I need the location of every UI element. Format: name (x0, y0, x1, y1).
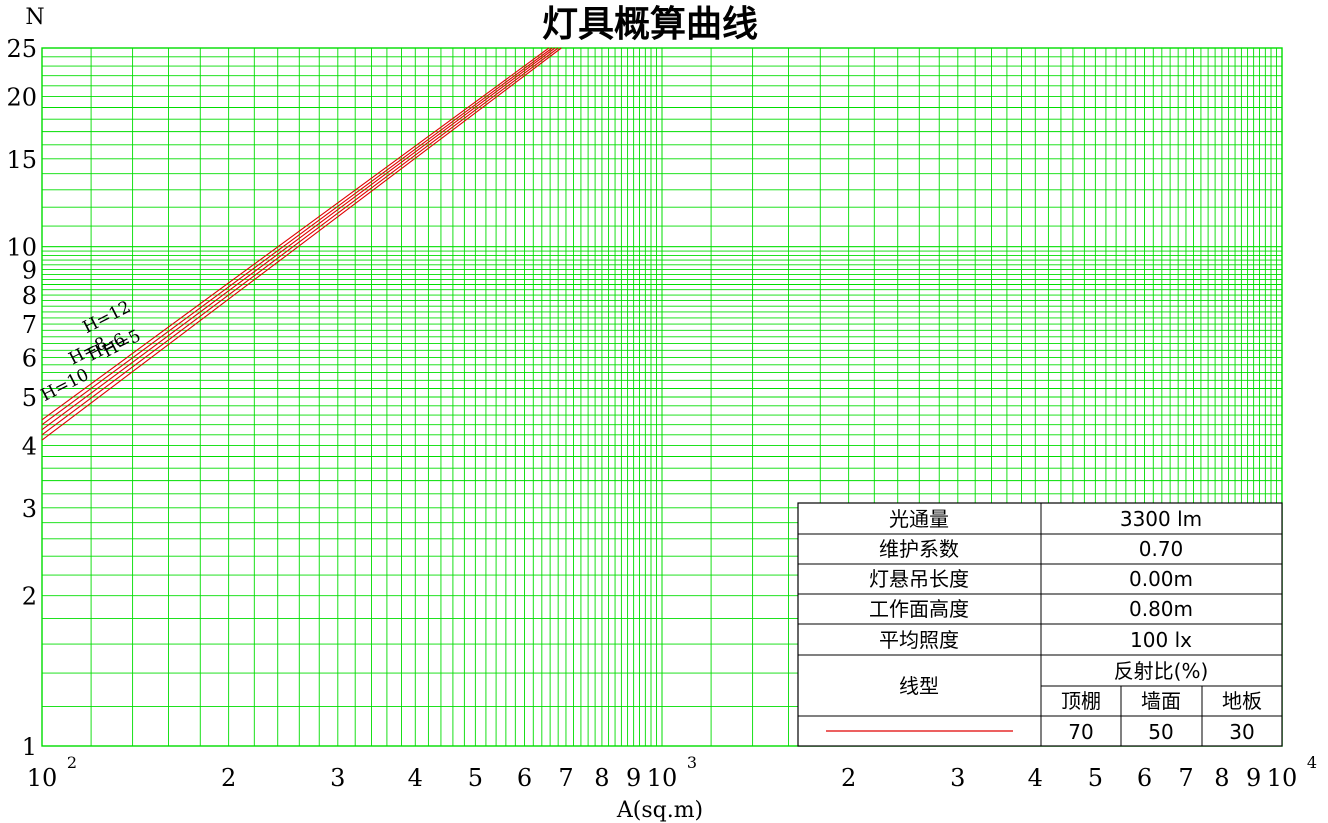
y-tick-label: 5 (22, 384, 37, 412)
reflectance-label: 反射比(%) (1114, 659, 1209, 683)
info-table: 光通量 3300 lm 维护系数 0.70 灯悬吊长度 0.00m 工作面高度 … (797, 502, 1283, 747)
x-tick-label: 8 (1214, 764, 1229, 792)
curve-h-8 (41, 47, 556, 431)
info-table-rules (798, 503, 1282, 746)
x-tick-label: 3 (950, 764, 965, 792)
luminous-flux-value: 3300 lm (1120, 507, 1202, 531)
suspension-length-value: 0.00m (1129, 567, 1193, 591)
x-axis-label: A(sq.m) (616, 798, 703, 823)
average-illuminance-value: 100 lx (1130, 628, 1192, 652)
maintenance-factor-label: 维护系数 (879, 537, 959, 561)
maintenance-factor-value: 0.70 (1139, 537, 1184, 561)
y-tick-label: 3 (22, 495, 37, 523)
suspension-length-label: 灯悬吊长度 (869, 567, 969, 591)
x-tick-label: 8 (594, 764, 609, 792)
x-tick-label: 10 (1267, 764, 1298, 792)
floor-label: 地板 (1222, 689, 1262, 713)
workplane-height-label: 工作面高度 (869, 597, 969, 621)
x-tick-label: 9 (1246, 764, 1261, 792)
y-tick-label: 20 (6, 83, 37, 111)
x-tick-label: 7 (1178, 764, 1193, 792)
x-tick-label: 6 (517, 764, 532, 792)
wall-label: 墙面 (1141, 689, 1181, 713)
y-tick-label: 2 (22, 583, 37, 611)
line-type-label: 线型 (899, 674, 939, 698)
x-tick-exponent: 2 (67, 753, 77, 772)
curve-h-5 (41, 47, 562, 441)
wall-reflectance-value: 50 (1148, 720, 1173, 744)
luminous-flux-label: 光通量 (889, 507, 949, 531)
x-tick-label: 2 (221, 764, 236, 792)
ceiling-reflectance-value: 70 (1068, 720, 1093, 744)
average-illuminance-label: 平均照度 (879, 628, 959, 652)
curve-h-6 (41, 47, 559, 436)
y-tick-label: 6 (22, 344, 37, 372)
x-tick-label: 10 (27, 764, 58, 792)
floor-reflectance-value: 30 (1229, 720, 1254, 744)
x-tick-label: 5 (1088, 764, 1103, 792)
y-tick-label: 7 (22, 311, 37, 339)
chart-title: 灯具概算曲线 (542, 4, 758, 45)
y-tick-label: 15 (6, 146, 37, 174)
y-tick-label: 10 (6, 234, 37, 262)
x-tick-label: 3 (330, 764, 345, 792)
curve-h-12 (41, 47, 550, 421)
x-tick-label: 7 (558, 764, 573, 792)
y-tick-label: 25 (6, 35, 37, 63)
y-axis-label: N (25, 5, 44, 30)
x-tick-label: 6 (1137, 764, 1152, 792)
grid-lines (41, 47, 1283, 747)
x-tick-label: 5 (468, 764, 483, 792)
x-tick-label: 4 (1028, 764, 1043, 792)
x-tick-label: 10 (647, 764, 678, 792)
x-tick-exponent: 3 (687, 753, 697, 772)
ceiling-label: 顶棚 (1061, 689, 1101, 713)
x-tick-label: 9 (626, 764, 641, 792)
y-tick-label: 1 (22, 733, 37, 761)
y-tick-label: 8 (22, 282, 37, 310)
x-tick-exponent: 4 (1307, 753, 1317, 772)
curve-label: H=10 (38, 365, 92, 406)
y-tick-label: 9 (22, 257, 37, 285)
plot-frame (41, 47, 1283, 747)
curve-h-10 (41, 47, 553, 426)
x-tick-label: 2 (841, 764, 856, 792)
curve-lines (41, 47, 562, 441)
workplane-height-value: 0.80m (1129, 597, 1193, 621)
y-tick-label: 4 (22, 432, 37, 460)
x-tick-label: 4 (408, 764, 423, 792)
curve-label: H=5 (100, 326, 145, 362)
